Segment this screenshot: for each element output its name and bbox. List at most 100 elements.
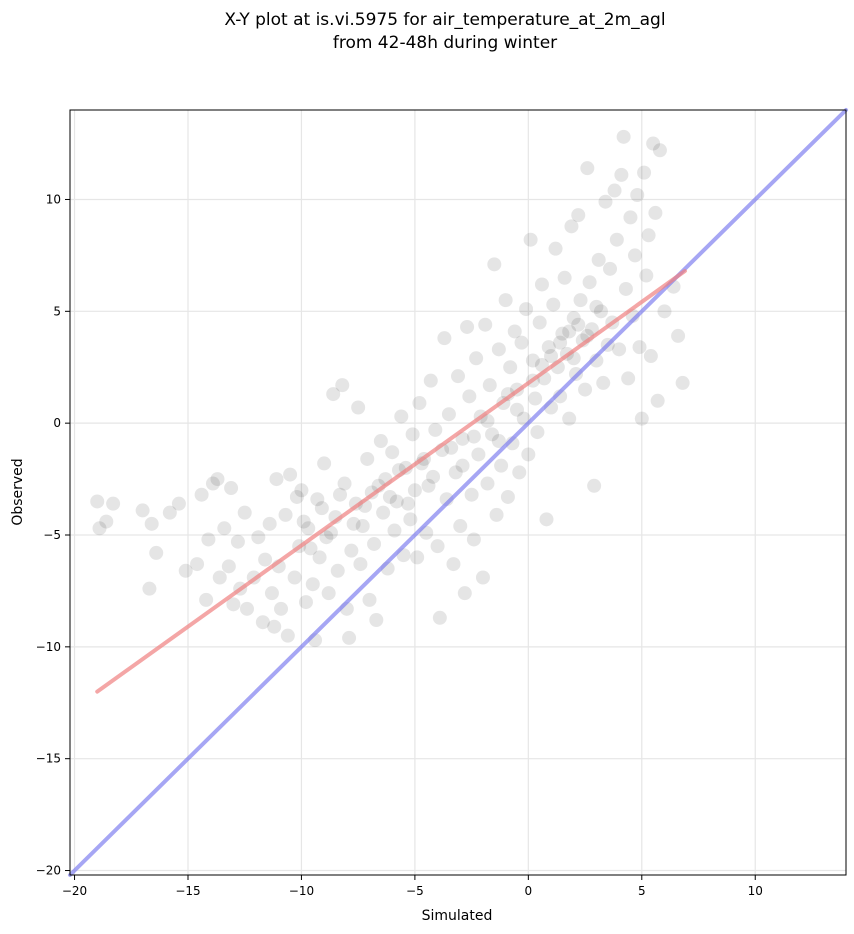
data-point [333,487,348,502]
data-point [205,476,220,491]
data-point [498,293,513,308]
chart-title-line-2: from 42-48h during winter [333,33,557,53]
data-point [650,393,665,408]
data-point [382,489,397,504]
data-point [428,422,443,437]
data-point [296,514,311,529]
data-point [462,389,477,404]
data-point [532,315,547,330]
data-point [630,188,645,202]
data-point [555,326,570,341]
y-tick-label: −20 [36,864,61,878]
data-point [224,481,239,496]
data-point [627,248,642,263]
data-point [99,514,114,529]
data-point [171,496,186,511]
data-point [423,373,438,388]
data-point [360,451,375,466]
data-point [578,382,593,397]
x-tick-label: 0 [525,884,533,898]
data-point [239,601,254,616]
data-point [589,299,604,314]
data-point [301,521,316,536]
data-point [294,483,309,498]
data-point [573,293,588,308]
data-point [523,232,538,247]
data-point [298,595,313,610]
data-point [421,478,436,493]
data-point [482,378,497,393]
data-point [369,613,384,627]
data-point [648,205,663,220]
data-point [566,311,581,326]
data-point [507,324,522,339]
data-point [491,434,506,449]
data-point [221,559,236,574]
data-point [346,516,361,531]
data-point [351,400,366,415]
data-point [326,387,341,402]
data-point [643,349,658,364]
data-point [280,628,295,643]
data-point [289,489,304,504]
data-point [593,304,608,319]
data-point [457,586,472,601]
data-point [274,601,289,616]
x-tick-label: 5 [638,884,646,898]
data-point [534,277,549,292]
data-point [514,335,529,350]
data-point [210,472,225,487]
data-point [609,232,624,247]
data-point [639,268,654,283]
data-point [582,275,597,290]
data-point [441,407,456,422]
data-point [596,375,611,390]
data-point [480,413,495,428]
data-point [460,319,475,334]
data-point [616,129,631,144]
data-point [106,496,121,511]
data-point [671,328,686,343]
data-point [469,351,484,366]
data-point [251,530,266,545]
data-point [621,371,636,386]
data-point [471,447,486,462]
data-point [512,465,527,480]
data-point [310,492,325,507]
reference-lines [68,108,848,877]
data-point [287,570,302,585]
data-point [385,445,400,460]
data-point [451,369,465,384]
data-point [403,512,418,527]
data-point [521,447,536,462]
data-point [144,516,159,531]
data-point [478,317,493,332]
data-point [135,503,150,518]
data-point [255,615,270,630]
data-point [557,270,572,285]
data-point [321,586,336,601]
data-point [405,427,420,442]
data-point [305,577,320,592]
data-point [553,335,568,350]
data-point [362,592,377,607]
data-point [330,563,345,578]
data-point [267,619,282,634]
data-point [500,489,515,504]
data-point [269,472,284,487]
data-point [258,552,273,567]
data-point [448,465,463,480]
data-point [317,456,332,471]
x-tick-label: −15 [175,884,200,898]
data-point [410,550,425,565]
data-point [444,440,459,455]
chart-title-line-1: X-Y plot at is.vi.5975 for air_temperatu… [224,10,665,30]
data-point [446,557,461,572]
data-point [194,487,209,502]
data-point [464,487,479,502]
data-point [603,261,618,276]
identity-line [68,108,848,877]
data-point [491,342,506,357]
data-point [394,409,409,424]
grid-lines [70,110,846,875]
